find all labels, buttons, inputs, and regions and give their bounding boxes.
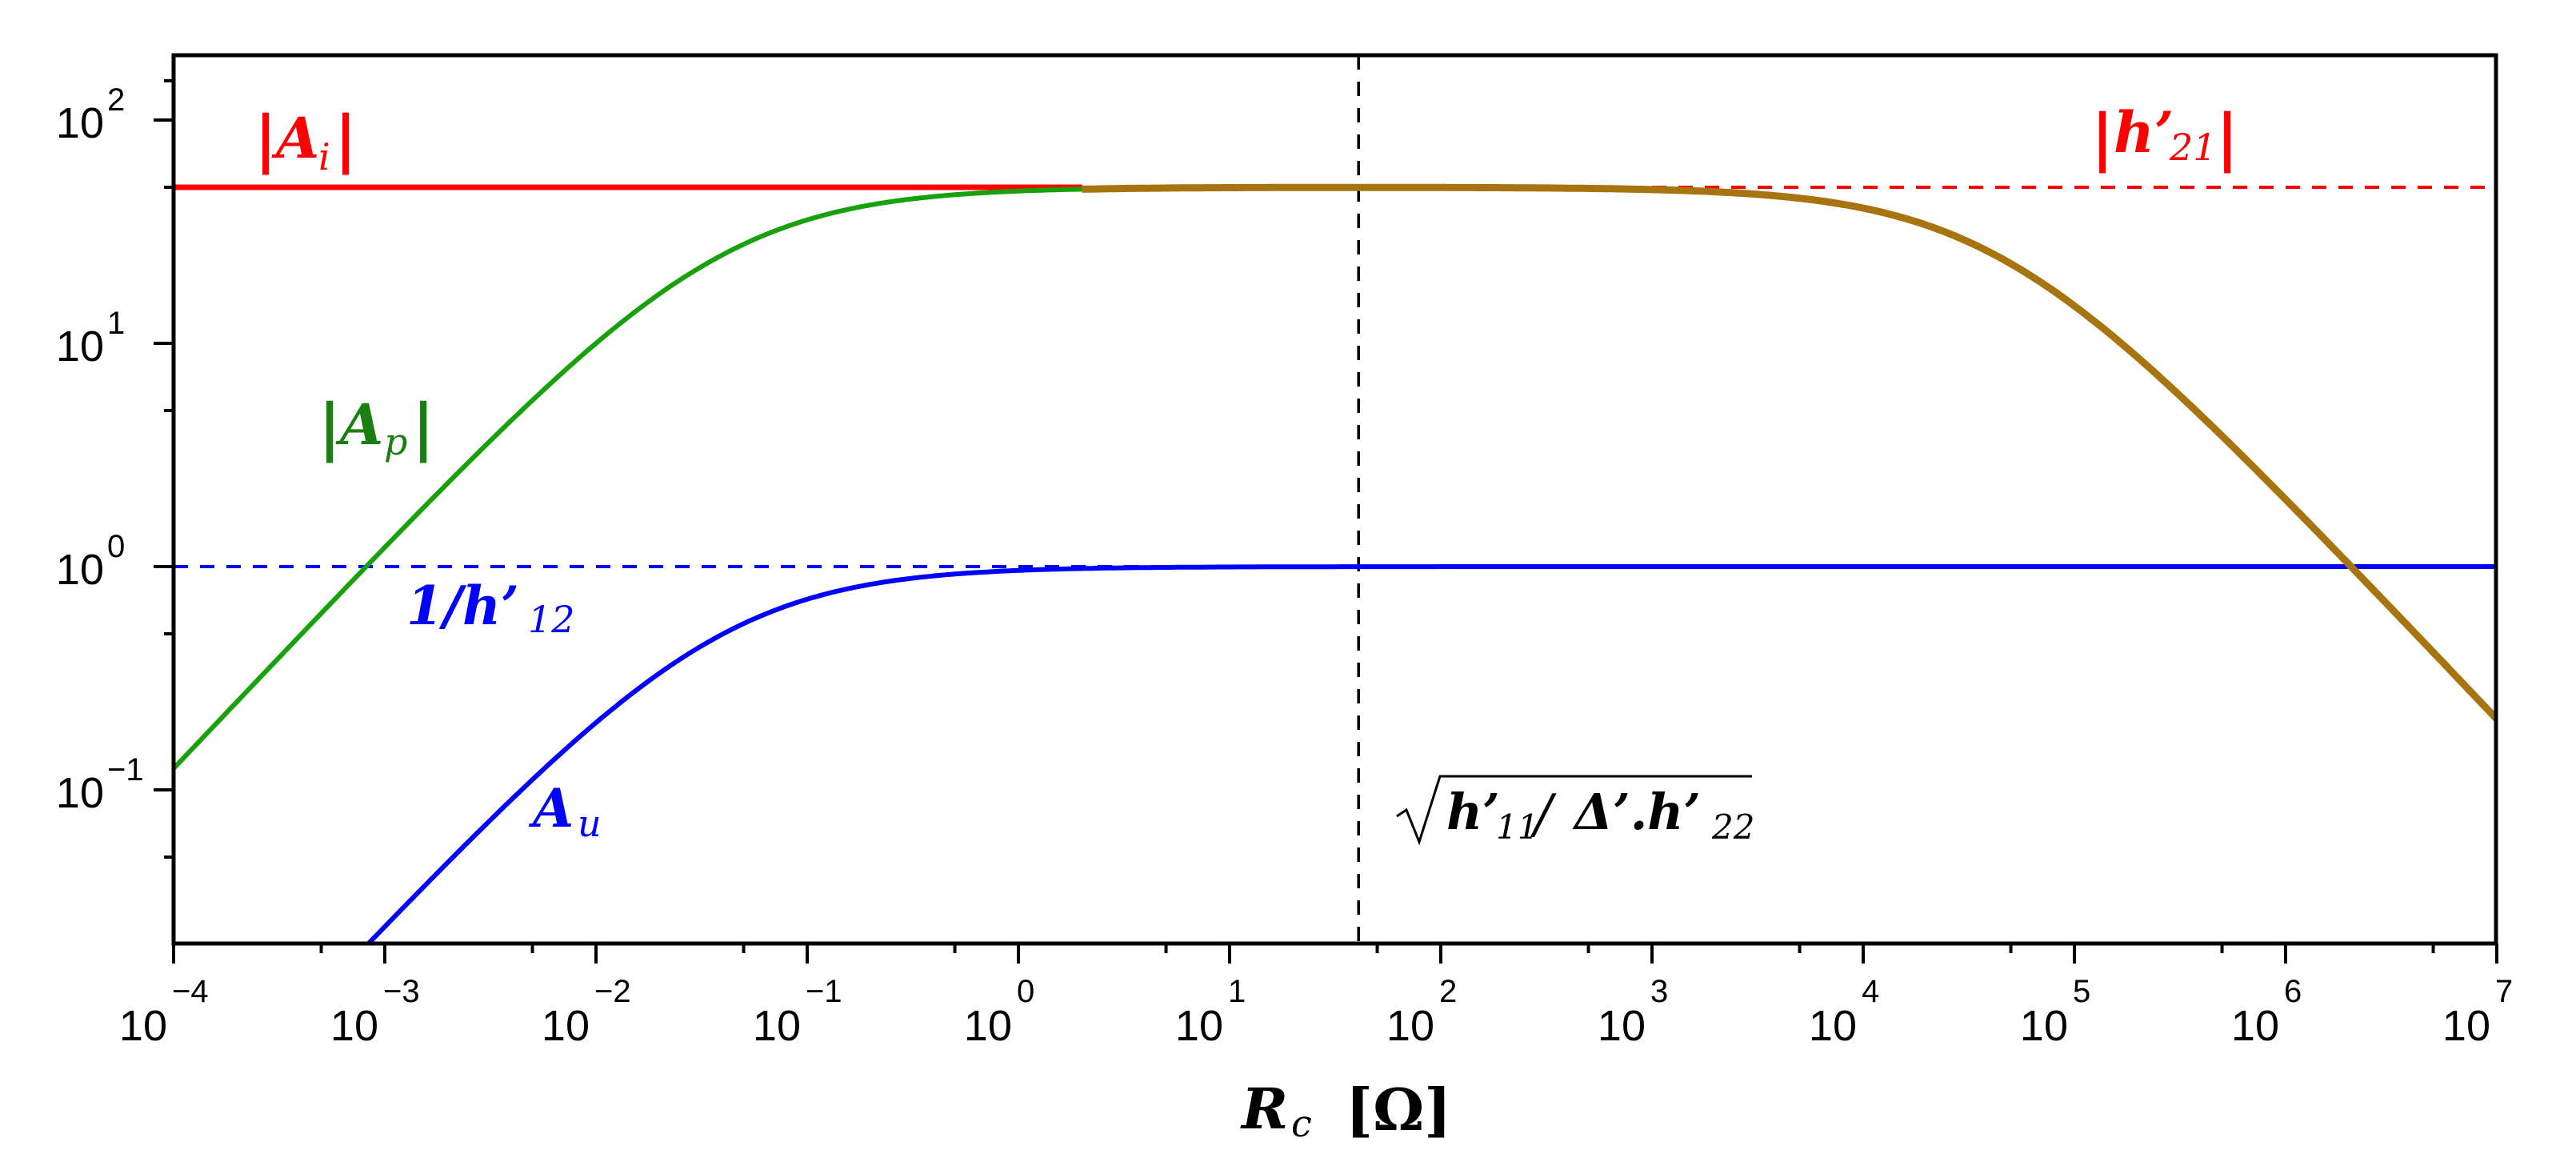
x-tick-label: 10 <box>964 1002 1012 1050</box>
label-ai-main: A <box>271 105 319 171</box>
x-tick-label: 10 <box>330 1002 378 1050</box>
plot-frame <box>171 53 2498 946</box>
x-tick-label: 10 <box>2020 1002 2068 1050</box>
ap-curve <box>174 186 1082 771</box>
x-tick-exponent: 6 <box>2284 974 2302 1009</box>
abs-bar-right: | <box>334 102 357 175</box>
au-curve <box>365 564 2496 944</box>
abs-bar-right: | <box>2216 101 2238 174</box>
x-tick-label: 10 <box>119 1002 167 1050</box>
label-sqrt-delta: Δ’.h’ <box>1572 783 1701 841</box>
plot-curves <box>174 55 2496 944</box>
x-axis-title: R c [Ω] <box>1240 1076 1451 1145</box>
x-tick-exponent: 2 <box>1439 974 1457 1009</box>
x-tick-label: 10 <box>542 1002 590 1050</box>
abs-bar-left: | <box>318 391 341 463</box>
label-ap-sub: p <box>384 420 407 463</box>
label-h21-sub: 21 <box>2169 126 2217 169</box>
label-ai-sub: i <box>318 135 330 178</box>
x-tick-exponent: 3 <box>1650 974 1668 1009</box>
y-tick-exponent: −1 <box>107 752 144 787</box>
y-tick-exponent: 2 <box>107 82 125 118</box>
x-tick-label: 10 <box>753 1002 801 1050</box>
label-invh12-main: 1/h’ <box>406 575 519 637</box>
label-sqrt-h: h’ <box>1446 783 1500 841</box>
x-axis-title-unit: [Ω] <box>1346 1076 1451 1144</box>
label-ap: | A p | <box>318 391 434 463</box>
label-ap-main: A <box>335 391 383 458</box>
x-axis-title-main: R <box>1240 1076 1288 1142</box>
label-ai: | A i | <box>254 102 357 178</box>
x-tick-exponent: 4 <box>1862 974 1879 1009</box>
x-axis-title-sub: c <box>1291 1102 1312 1145</box>
x-tick-label: 10 <box>1175 1002 1223 1050</box>
label-sqrt: h’ 11 / Δ’.h’ 22 <box>1396 775 1754 847</box>
x-tick-exponent: −3 <box>383 974 420 1009</box>
ai-ap-curve <box>1082 183 2496 722</box>
x-tick-exponent: −1 <box>806 974 842 1009</box>
x-tick-exponent: 5 <box>2073 974 2090 1009</box>
y-tick-label: 10 <box>56 546 104 594</box>
x-tick-exponent: −2 <box>594 974 631 1009</box>
label-au-sub: u <box>578 802 602 845</box>
y-tick-exponent: 1 <box>107 306 125 341</box>
label-h21: | h’ 21 | <box>2091 99 2238 174</box>
x-tick-label: 10 <box>1809 1002 1857 1050</box>
label-au-main: A <box>528 777 574 839</box>
x-tick-label: 10 <box>2231 1002 2279 1050</box>
abs-bar-right: | <box>412 391 434 463</box>
y-tick-label: 10 <box>56 769 104 817</box>
y-tick-label: 10 <box>56 323 104 371</box>
x-tick-label: 10 <box>1598 1002 1646 1050</box>
label-h21-main: h’ <box>2114 99 2174 166</box>
x-tick-exponent: −4 <box>172 974 209 1009</box>
x-tick-exponent: 7 <box>2495 974 2513 1009</box>
y-tick-label: 10 <box>56 99 104 147</box>
x-tick-label: 10 <box>1386 1002 1434 1050</box>
abs-bar-left: | <box>254 102 277 175</box>
abs-bar-left: | <box>2091 101 2114 174</box>
x-tick-exponent: 1 <box>1228 974 1246 1009</box>
x-tick-label: 10 <box>2442 1002 2490 1050</box>
label-sqrt-sub1: 11 <box>1496 807 1538 847</box>
label-au: A u <box>528 777 602 845</box>
y-tick-exponent: 0 <box>107 529 125 564</box>
label-sqrt-sub2: 22 <box>1711 807 1754 847</box>
label-inv-h12: 1/h’ 12 <box>406 575 575 641</box>
label-invh12-sub: 12 <box>528 598 575 641</box>
sqrt-radical-icon <box>1396 775 1752 846</box>
x-tick-exponent: 0 <box>1017 974 1034 1009</box>
